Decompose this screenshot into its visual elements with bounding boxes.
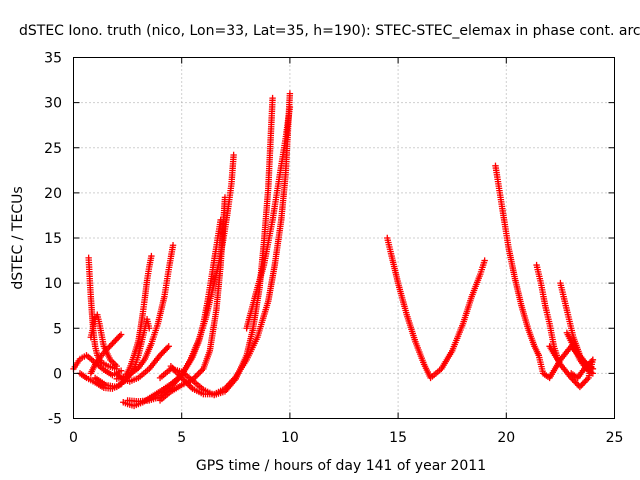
series-7: [113, 242, 177, 382]
x-tick-label: 25: [606, 430, 624, 446]
data-point: [117, 331, 125, 338]
data-point: [481, 257, 488, 264]
series-15: [384, 234, 488, 382]
y-tick-label: 30: [44, 96, 62, 112]
data-point: [197, 368, 204, 376]
y-tick-label: 35: [44, 51, 62, 67]
y-axis-title: dSTEC / TECUs: [10, 186, 26, 289]
data-point: [148, 252, 155, 260]
series-14: [243, 103, 294, 332]
y-tick-label: 20: [44, 186, 62, 202]
data-point: [286, 103, 294, 111]
x-axis-title: GPS time / hours of day 141 of year 2011: [196, 458, 486, 474]
series-22: [568, 356, 597, 382]
axis-ticks: 0 5 10 15 20 25 -5 0 5 10 15 20 25 30 35: [44, 51, 623, 447]
x-tick-label: 10: [281, 430, 299, 446]
x-tick-label: 5: [177, 430, 186, 446]
chart-title: dSTEC Iono. truth (nico, Lon=33, Lat=35,…: [19, 23, 640, 39]
series-13: [167, 90, 294, 398]
series-20: [546, 343, 597, 391]
data-point: [113, 362, 120, 370]
y-tick-label: 25: [44, 141, 62, 157]
y-tick-label: 10: [44, 276, 62, 292]
data-point: [146, 325, 153, 332]
data-point: [286, 90, 294, 97]
data-point: [589, 356, 597, 364]
data-point: [230, 151, 237, 159]
data-point: [165, 343, 172, 350]
data-point: [193, 371, 201, 379]
data-point: [589, 370, 597, 377]
series-17: [533, 261, 562, 364]
series-16: [492, 162, 542, 359]
data-point: [217, 216, 224, 224]
series-4: [87, 331, 125, 377]
y-tick-label: 0: [53, 366, 62, 382]
x-tick-label: 20: [497, 430, 515, 446]
data-point: [117, 367, 125, 374]
series-8: [117, 343, 172, 385]
data-point: [169, 242, 177, 249]
data-point: [221, 194, 229, 201]
x-tick-label: 0: [69, 430, 78, 446]
data-marks: [70, 90, 597, 410]
data-point: [195, 370, 202, 377]
y-tick-label: -5: [48, 412, 62, 428]
x-tick-label: 15: [389, 430, 407, 446]
data-point: [269, 94, 276, 102]
series-6: [113, 252, 155, 382]
y-tick-label: 5: [53, 321, 62, 337]
y-tick-label: 15: [44, 231, 62, 247]
